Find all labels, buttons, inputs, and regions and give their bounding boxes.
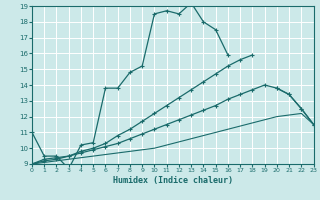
X-axis label: Humidex (Indice chaleur): Humidex (Indice chaleur) — [113, 176, 233, 185]
